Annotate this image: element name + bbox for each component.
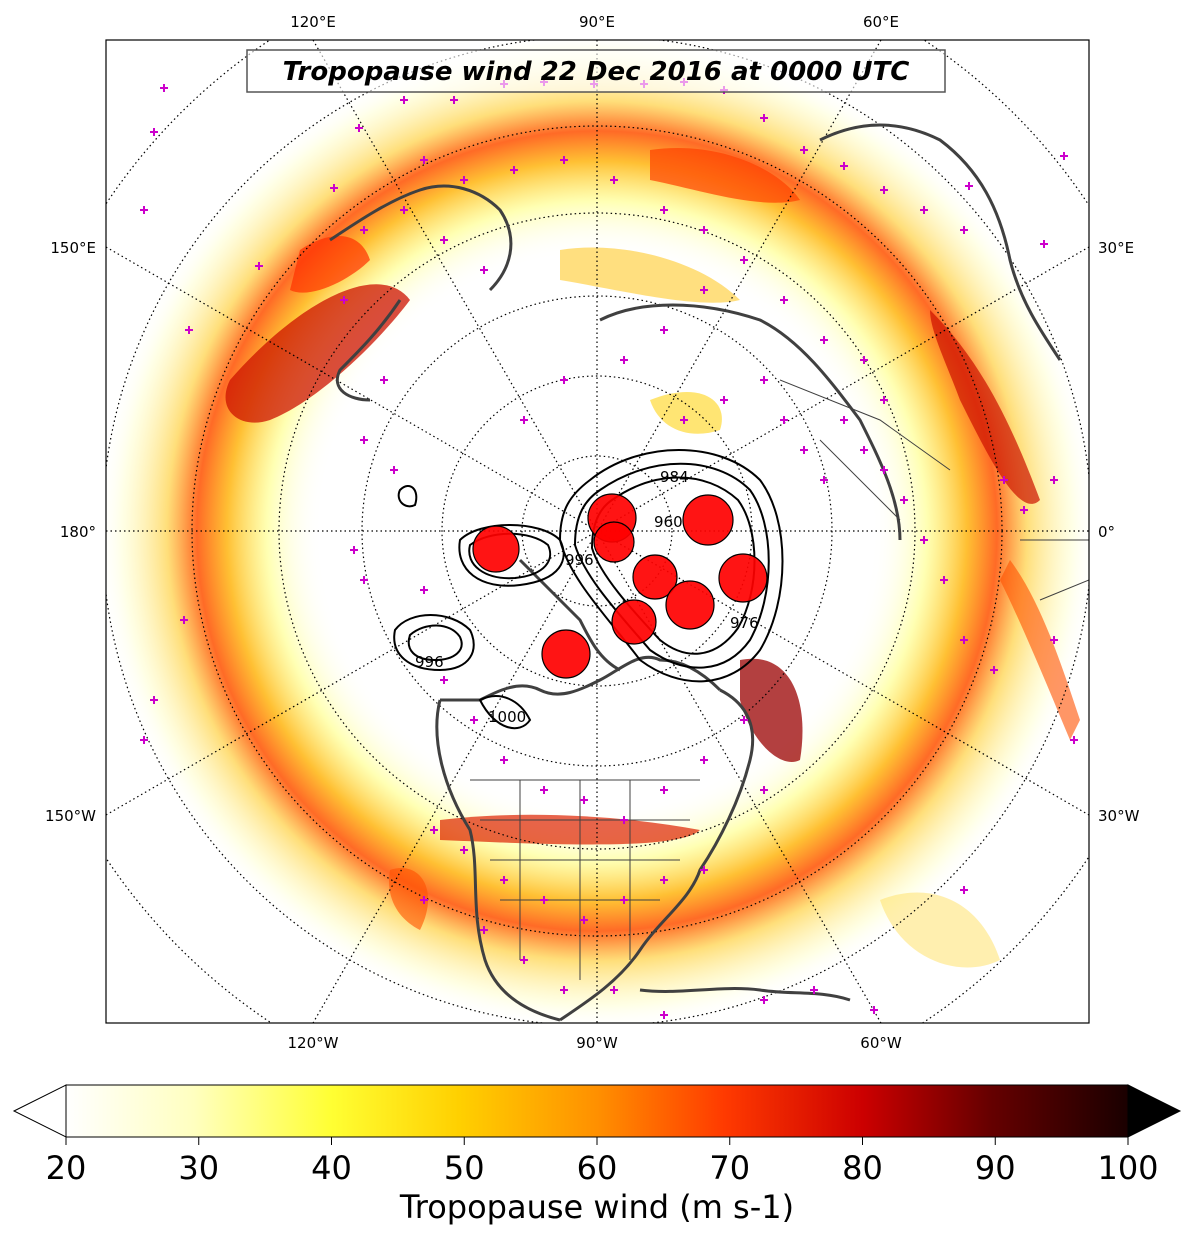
map-title-box: Tropopause wind 22 Dec 2016 at 0000 UTC (246, 49, 946, 93)
minimum-marker (541, 629, 591, 679)
minimum-marker (665, 580, 715, 630)
lon-label-bottom: 60°W (860, 1034, 902, 1052)
colorbar-extend-min (12, 1084, 67, 1138)
map-panel: 984 996 996 1000 960 976 (106, 40, 1089, 1023)
longitude-labels: 120°E 90°E 60°E 120°W 90°W 60°W 150°E 18… (45, 13, 1140, 1052)
lon-label-top: 90°E (579, 13, 615, 31)
pressure-minima (472, 493, 768, 679)
contour-label: 996 (415, 653, 444, 671)
colorbar-label: Tropopause wind (m s-1) (399, 1188, 794, 1226)
minimum-marker (472, 525, 520, 573)
colorbar-tick-label: 90 (975, 1149, 1016, 1187)
contour-label: 1000 (488, 708, 526, 726)
lon-label-left: 150°E (50, 239, 96, 257)
contour-label: 976 (730, 614, 759, 632)
contour-label: 984 (660, 468, 689, 486)
lon-label-top: 120°E (290, 13, 336, 31)
colorbar: 20 30 40 50 60 70 80 90 100 Tropopause wind (m s… (12, 1084, 1182, 1226)
minimum-marker (593, 521, 635, 563)
lon-label-bottom: 90°W (576, 1034, 618, 1052)
colorbar-extend-max (1127, 1084, 1182, 1138)
colorbar-tick-label: 60 (577, 1149, 618, 1187)
map-title: Tropopause wind 22 Dec 2016 at 0000 UTC (283, 57, 910, 87)
colorbar-tick-label: 100 (1097, 1149, 1158, 1187)
minimum-marker (611, 599, 657, 645)
colorbar-tick-label: 20 (46, 1149, 87, 1187)
lon-label-left: 150°W (45, 807, 96, 825)
minimum-marker (682, 494, 734, 546)
lon-label-right: 30°E (1098, 239, 1134, 257)
colorbar-body (65, 1084, 1129, 1138)
colorbar-ticks: 20 30 40 50 60 70 80 90 100 (46, 1137, 1159, 1187)
colorbar-tick-label: 70 (709, 1149, 750, 1187)
colorbar-tick-label: 80 (842, 1149, 883, 1187)
minimum-marker (632, 554, 678, 600)
colorbar-tick-label: 50 (444, 1149, 485, 1187)
contour-label: 960 (654, 513, 683, 531)
country-borders (470, 379, 1089, 980)
minimum-marker (718, 553, 768, 603)
lon-label-right: 30°W (1098, 807, 1140, 825)
map-frame (105, 39, 1090, 1024)
lon-label-right: 0° (1098, 523, 1115, 541)
contour-labels: 984 996 996 1000 960 976 (415, 468, 759, 726)
colorbar-tick-label: 30 (178, 1149, 219, 1187)
lon-label-bottom: 120°W (288, 1034, 339, 1052)
pressure-contours (393, 449, 784, 730)
colorbar-tick-label: 40 (311, 1149, 352, 1187)
lon-label-top: 60°E (863, 13, 899, 31)
contour-label: 996 (565, 551, 594, 569)
lon-label-left: 180° (60, 523, 96, 541)
